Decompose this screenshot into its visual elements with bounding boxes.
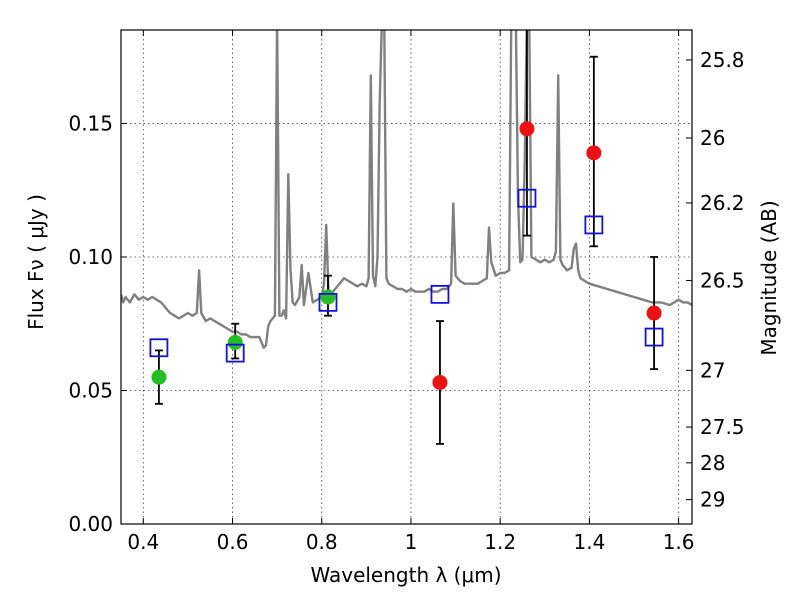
- right-axis-title: Magnitude (AB): [757, 200, 781, 355]
- right-tick-label: 26.2: [700, 191, 745, 215]
- photometry-point: [151, 369, 167, 385]
- right-tick-label: 25.8: [700, 48, 745, 72]
- model-flux-box: [517, 188, 537, 208]
- y-tick-label: 0.05: [68, 378, 113, 402]
- model-flux-box: [584, 215, 604, 235]
- y-tick-label: 0.10: [68, 245, 113, 269]
- photometry-point: [646, 305, 662, 321]
- right-tick-label: 27: [700, 358, 725, 382]
- x-axis-title: Wavelength λ (μm): [310, 563, 501, 587]
- model-flux-box: [430, 284, 450, 304]
- y-tick-label: 0.15: [68, 111, 113, 135]
- right-tick-label: 26: [700, 126, 725, 150]
- x-tick-label: 1: [405, 530, 418, 554]
- x-tick-label: 1.4: [573, 530, 605, 554]
- photometry-point: [432, 374, 448, 390]
- model-flux-box: [318, 292, 338, 312]
- photometry-point: [519, 121, 535, 137]
- y-axis-title: Flux Fν ( μJy ): [24, 194, 48, 330]
- x-tick-label: 0.4: [127, 530, 159, 554]
- model-flux-box: [225, 343, 245, 363]
- data-markers: [149, 30, 664, 445]
- x-tick-label: 0.8: [306, 530, 338, 554]
- photometry-point: [586, 145, 602, 161]
- right-tick-label: 27.5: [700, 415, 745, 439]
- template-spectrum-line: [121, 30, 692, 349]
- right-tick-label: 26.5: [700, 268, 745, 292]
- photometry-point: [227, 334, 243, 350]
- y-tick-label: 0.00: [68, 512, 113, 536]
- x-tick-label: 0.6: [217, 530, 249, 554]
- grid: [121, 30, 692, 524]
- plot-frame: [120, 29, 693, 525]
- x-tick-label: 1.6: [663, 530, 695, 554]
- model-flux-box: [644, 327, 664, 347]
- right-tick-label: 28: [700, 451, 725, 475]
- right-tick-label: 29: [700, 488, 725, 512]
- axis-ticks: 0.4 0.6 0.8 1 1.2 1.4 1.6 0.00 0.05 0.10 0.15 25.8 2…: [68, 30, 745, 554]
- photometry-point: [320, 289, 336, 305]
- x-tick-label: 1.2: [484, 530, 516, 554]
- model-flux-box: [149, 338, 169, 358]
- template-spectrum: [121, 30, 692, 349]
